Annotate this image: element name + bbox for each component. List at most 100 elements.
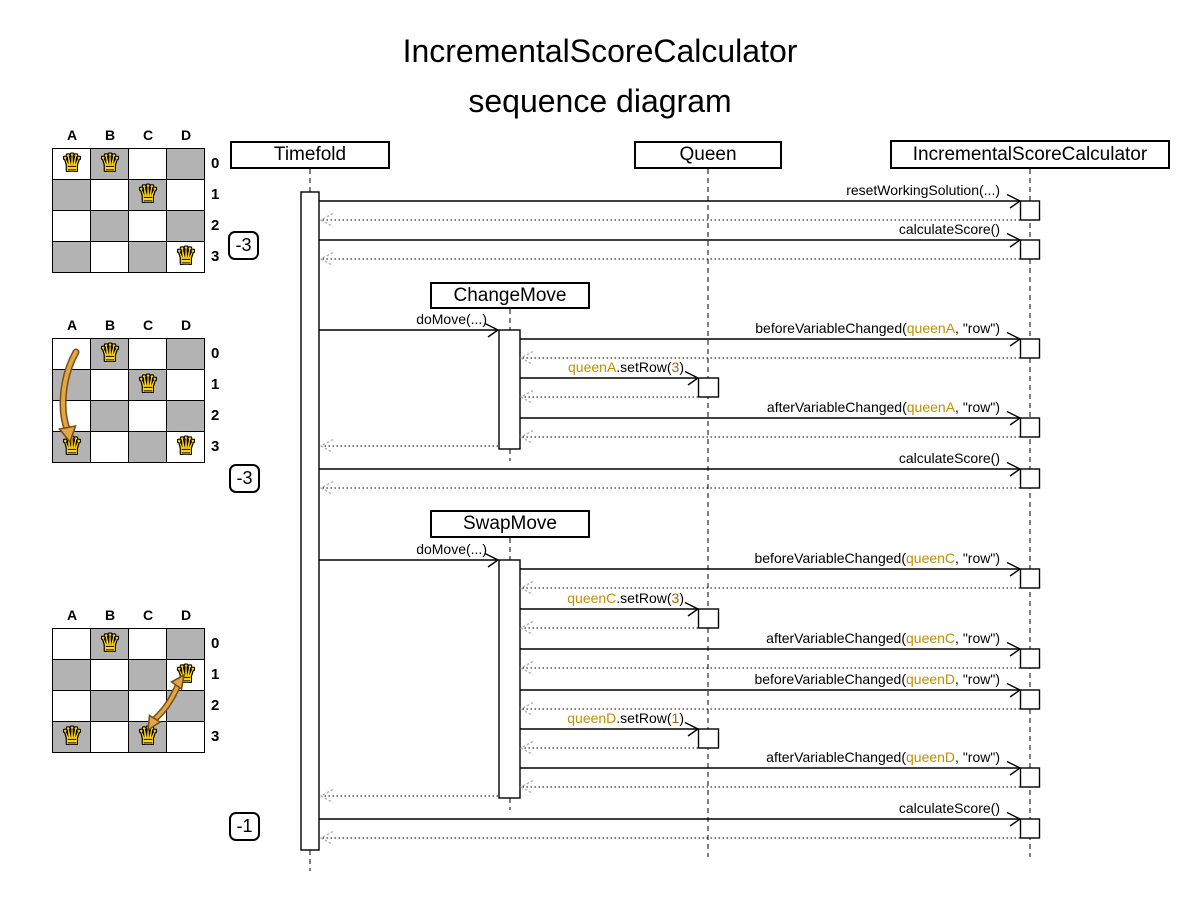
column-label: B — [104, 127, 116, 143]
board-cell — [53, 370, 90, 400]
board-cell — [167, 242, 204, 272]
row-label: 3 — [211, 728, 220, 745]
board-grid — [52, 628, 205, 753]
board-grid — [52, 148, 205, 273]
message-label-after-variable-changed-queenD: afterVariableChanged(queenD, "row") — [766, 749, 1000, 765]
call-arrowhead — [1006, 410, 1022, 426]
call-arrowhead — [1006, 811, 1022, 827]
message-label-queenA-set-row: queenA.setRow(3) — [568, 359, 684, 375]
board-cell — [167, 432, 204, 462]
board-cell — [91, 211, 128, 241]
diagram-title-line1: IncrementalScoreCalculator — [402, 33, 798, 69]
call-arrowhead — [1006, 760, 1022, 776]
row-label: 0 — [211, 345, 220, 362]
call-arrowhead — [684, 721, 700, 737]
execution-box-calculator — [1019, 818, 1041, 839]
execution-box-calculator — [1019, 689, 1041, 710]
board-cell — [129, 149, 166, 179]
activation-bar — [498, 329, 521, 450]
board-cell — [129, 660, 166, 690]
row-label: 1 — [211, 186, 220, 203]
column-label: D — [180, 127, 192, 143]
board-cell — [91, 370, 128, 400]
message-label-calculate-score-3: calculateScore() — [898, 800, 1000, 816]
score-badge-after-change-move: -3 — [229, 464, 260, 493]
return-arrowhead — [519, 620, 534, 636]
board-cell — [91, 691, 128, 721]
execution-box-calculator — [1019, 468, 1041, 489]
board-cell — [53, 149, 90, 179]
message-label-before-variable-changed-queenA: beforeVariableChanged(queenA, "row") — [755, 320, 1000, 336]
board-cell — [91, 242, 128, 272]
message-label-before-variable-changed-queenC: beforeVariableChanged(queenC, "row") — [754, 550, 1000, 566]
message-label-queenC-set-row: queenC.setRow(3) — [567, 590, 684, 606]
message-label-calculate-score-2: calculateScore() — [898, 450, 1000, 466]
return-arrowhead — [319, 212, 334, 228]
execution-box-calculator — [1019, 239, 1041, 260]
column-label: C — [142, 127, 154, 143]
board-cell — [129, 370, 166, 400]
call-arrowhead — [484, 322, 500, 338]
call-arrowhead — [684, 601, 700, 617]
return-arrowhead — [319, 438, 334, 454]
column-label: D — [180, 317, 192, 333]
diagram-title: IncrementalScoreCalculator sequence diag… — [0, 26, 1200, 126]
return-arrowhead — [519, 580, 534, 596]
row-label: 3 — [211, 248, 220, 265]
board-column-labels: A B C D — [53, 127, 219, 146]
call-arrowhead — [1006, 193, 1022, 209]
message-label-after-variable-changed-queenA: afterVariableChanged(queenA, "row") — [766, 399, 1000, 415]
score-badge-after-reset: -3 — [228, 231, 259, 260]
board-cell — [91, 629, 128, 659]
column-label: A — [66, 127, 78, 143]
board-cell — [53, 432, 90, 462]
message-label-calculate-score-1: calculateScore() — [898, 221, 1000, 237]
message-label-do-move-2: doMove(...) — [416, 541, 487, 557]
board-cell — [129, 211, 166, 241]
execution-box-queen — [697, 377, 720, 398]
board-cell — [53, 401, 90, 431]
board-cell — [167, 660, 204, 690]
board-cell — [91, 432, 128, 462]
return-arrowhead — [519, 350, 534, 366]
board-cell — [167, 629, 204, 659]
return-arrowhead — [519, 389, 534, 405]
participant-queen: Queen — [634, 141, 782, 169]
board-cell — [53, 339, 90, 369]
column-label: D — [180, 607, 192, 623]
board-cell — [91, 722, 128, 752]
execution-box-calculator — [1019, 648, 1041, 669]
row-label: 2 — [211, 697, 220, 714]
row-label: 3 — [211, 438, 220, 455]
board-cell — [167, 370, 204, 400]
participant-swap-move: SwapMove — [430, 510, 590, 538]
board-cell — [53, 242, 90, 272]
board-cell — [167, 339, 204, 369]
board-cell — [129, 691, 166, 721]
call-arrowhead — [1006, 461, 1022, 477]
board-column-labels: A B C D — [53, 607, 219, 626]
call-arrowhead — [1006, 232, 1022, 248]
participant-incremental-score-calculator: IncrementalScoreCalculator — [890, 140, 1170, 169]
board-grid — [52, 338, 205, 463]
activation-bar — [498, 559, 521, 799]
call-arrowhead — [484, 552, 500, 568]
activation-bar — [300, 191, 320, 851]
board-cell — [129, 432, 166, 462]
message-label-after-variable-changed-queenC: afterVariableChanged(queenC, "row") — [766, 630, 1000, 646]
board-cell — [53, 629, 90, 659]
board-cell — [167, 401, 204, 431]
call-arrowhead — [1006, 682, 1022, 698]
board-cell — [91, 180, 128, 210]
execution-box-calculator — [1019, 200, 1041, 221]
row-label: 0 — [211, 635, 220, 652]
board-column-labels: A B C D — [53, 317, 219, 336]
row-label: 2 — [211, 407, 220, 424]
diagram-title-line2: sequence diagram — [468, 83, 732, 119]
message-label-queenD-set-row: queenD.setRow(1) — [567, 710, 684, 726]
